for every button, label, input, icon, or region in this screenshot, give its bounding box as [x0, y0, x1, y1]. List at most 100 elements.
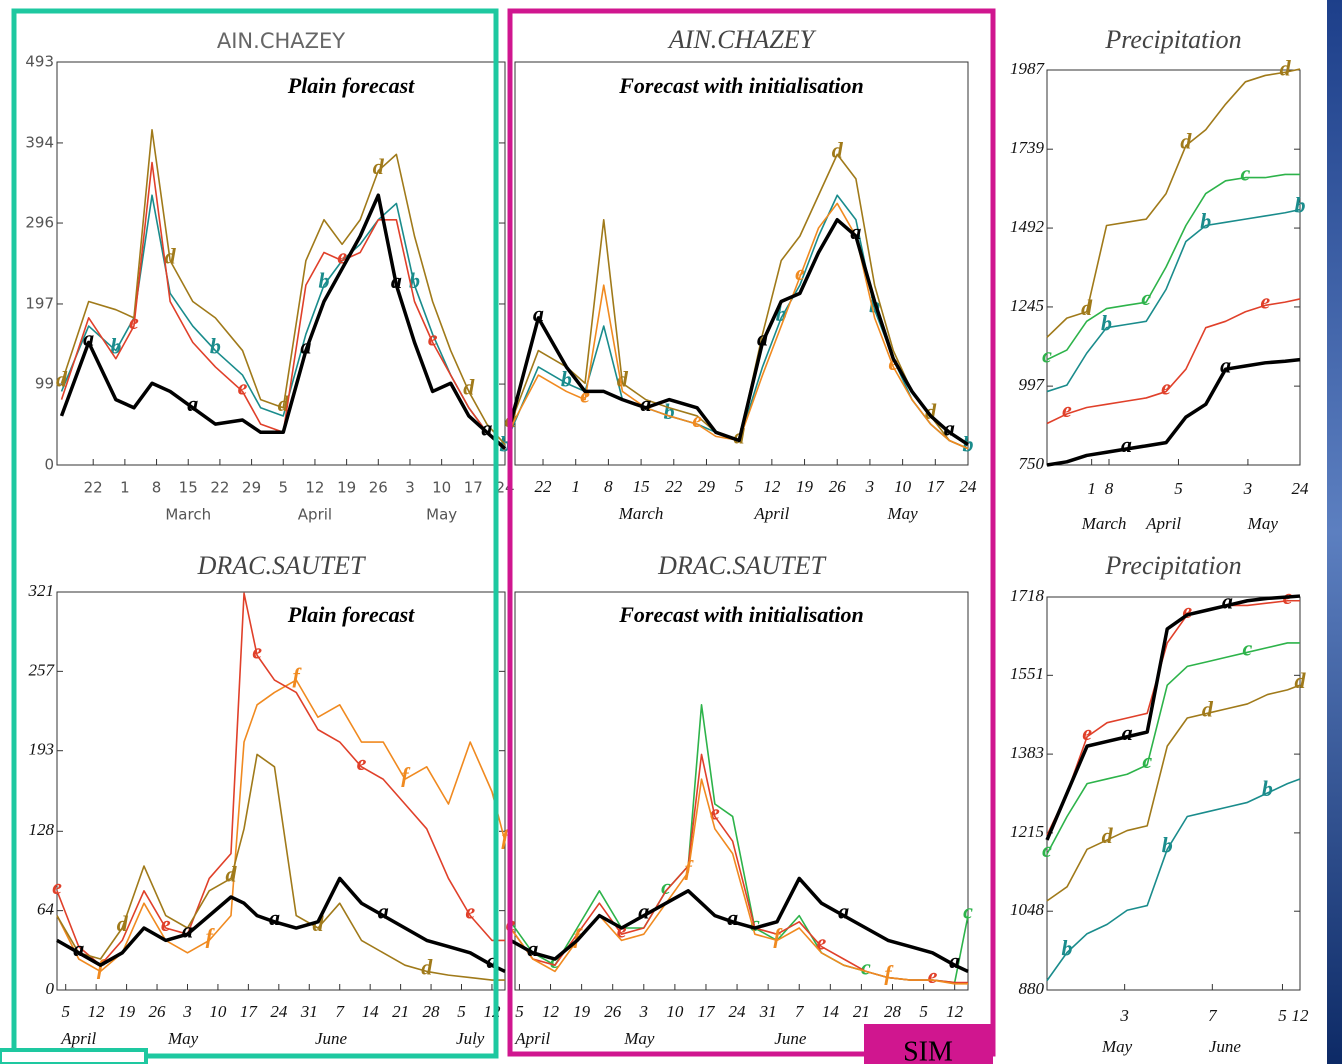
- series-line: [1046, 684, 1301, 902]
- x-tick-label: 26: [369, 479, 388, 497]
- series-letter: e: [1260, 288, 1270, 313]
- chart-title: DRAC.SAUTET: [197, 551, 366, 580]
- y-tick-label: 1987: [1010, 59, 1046, 78]
- green-frame: [11, 8, 499, 1059]
- x-tick-label: 12: [305, 479, 324, 497]
- series-line: [1046, 599, 1300, 836]
- x-tick-label: 17: [464, 479, 483, 497]
- series-letter: b: [561, 366, 572, 391]
- series-line: [59, 193, 507, 450]
- x-tick-label: 14: [362, 1002, 380, 1021]
- plot-frame: [1046, 596, 1301, 991]
- series-letter: f: [293, 663, 303, 688]
- x-tick-label: 10: [894, 477, 912, 496]
- y-tick-label: 493: [25, 53, 54, 71]
- series-letter: a: [269, 905, 280, 930]
- x-group-label: June: [1209, 1037, 1242, 1056]
- series-letter: e: [1182, 598, 1192, 623]
- x-group-label: March: [618, 504, 664, 523]
- series-letter: c: [661, 874, 671, 899]
- series-line: [60, 161, 506, 450]
- x-tick-label: 21: [392, 1002, 409, 1021]
- series-letter: a: [83, 325, 94, 350]
- x-tick-label: 3: [1119, 1006, 1129, 1025]
- x-group-label: July: [456, 1029, 485, 1048]
- series-letter: e: [580, 383, 590, 408]
- series-letter: e: [617, 917, 627, 942]
- series-letter: d: [1081, 295, 1093, 320]
- series-line: [1046, 208, 1301, 393]
- x-group-label: May: [1247, 514, 1279, 533]
- series-letter: d: [1280, 55, 1292, 80]
- y-tick-label: 296: [25, 214, 54, 232]
- y-tick-label: 99: [35, 375, 54, 393]
- series-line: [1046, 642, 1300, 855]
- x-tick-label: 7: [1208, 1006, 1218, 1025]
- green-tab: [0, 1048, 148, 1064]
- annotation: Forecast with initialisation: [618, 602, 864, 627]
- series-letter: c: [1042, 837, 1052, 862]
- series-letter: c: [1042, 343, 1052, 368]
- y-tick-label: 0: [46, 979, 55, 998]
- series-letter: a: [850, 219, 861, 244]
- series-line: [56, 592, 505, 967]
- x-tick-label: 19: [118, 1002, 136, 1021]
- series-letter: a: [1121, 432, 1132, 457]
- series-letter: d: [56, 366, 68, 391]
- series-letter: a: [527, 936, 538, 961]
- x-tick-label: 5: [61, 1002, 70, 1021]
- x-tick-label: 21: [853, 1002, 870, 1021]
- x-tick-label: 5: [1278, 1006, 1287, 1025]
- annotation: Plain forecast: [287, 602, 415, 627]
- x-tick-label: 22: [665, 477, 683, 496]
- series-letter: b: [318, 268, 329, 293]
- series-letter: e: [692, 407, 702, 432]
- series-letter: a: [640, 391, 651, 416]
- series-letter: e: [928, 963, 938, 988]
- series-letter: d: [117, 911, 129, 936]
- x-tick-label: 31: [300, 1002, 318, 1021]
- chart-title: DRAC.SAUTET: [657, 551, 826, 580]
- x-tick-label: 12: [542, 1002, 560, 1021]
- magenta-frame: [507, 8, 996, 1057]
- series-letter: e: [238, 374, 248, 399]
- series-letter: d: [225, 861, 237, 886]
- y-tick-label: 394: [25, 133, 54, 151]
- x-tick-label: 3: [182, 1002, 192, 1021]
- series-letter: a: [944, 415, 955, 440]
- y-tick-label: 64: [37, 900, 55, 919]
- series-letter: f: [884, 961, 894, 986]
- x-tick-label: 10: [209, 1002, 227, 1021]
- x-tick-label: 12: [946, 1002, 964, 1021]
- x-group-label: March: [165, 506, 211, 524]
- x-group-label: April: [514, 1029, 550, 1048]
- x-tick-label: 26: [604, 1002, 622, 1021]
- series-letter: d: [165, 244, 177, 269]
- x-tick-label: 5: [457, 1002, 466, 1021]
- chart-title: AIN.CHAZEY: [667, 25, 817, 54]
- sim-label: SIM: [903, 1036, 953, 1064]
- series-letter: f: [97, 954, 107, 979]
- x-tick-label: 3: [405, 479, 415, 497]
- x-tick-label: 24: [270, 1002, 288, 1021]
- series-letter: c: [1141, 285, 1151, 310]
- series-letter: c: [550, 948, 560, 973]
- series-letter: d: [421, 954, 433, 979]
- series-letter: c: [861, 954, 871, 979]
- series-line: [1046, 173, 1300, 361]
- y-tick-label: 1492: [1010, 217, 1045, 236]
- series-letter: a: [391, 268, 402, 293]
- series-letter: a: [533, 301, 544, 326]
- x-tick-label: 10: [432, 479, 451, 497]
- x-tick-label: 12: [88, 1002, 106, 1021]
- series-letter: b: [210, 334, 221, 359]
- y-tick-label: 1551: [1010, 664, 1044, 683]
- x-tick-label: 17: [240, 1002, 259, 1021]
- plot-frame: [514, 591, 969, 991]
- series-line: [1046, 357, 1301, 467]
- series-letter: d: [832, 137, 844, 162]
- series-line: [1046, 68, 1301, 338]
- x-tick-label: 3: [865, 477, 875, 496]
- x-group-label: May: [426, 506, 457, 524]
